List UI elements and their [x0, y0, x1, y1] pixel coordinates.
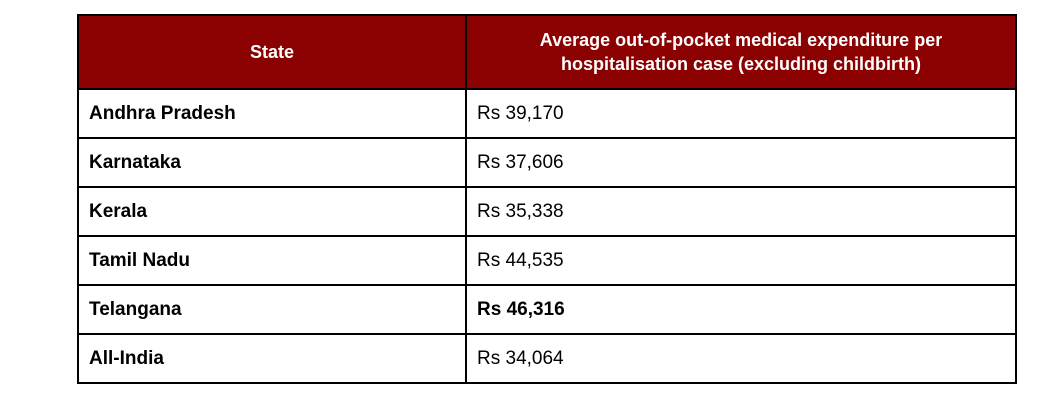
table-row: Tamil Nadu Rs 44,535 [77, 235, 1017, 286]
expenditure-cell: Rs 35,338 [465, 186, 1017, 237]
header-expenditure: Average out-of-pocket medical expenditur… [465, 14, 1017, 90]
state-cell: Telangana [77, 284, 467, 335]
expenditure-cell: Rs 37,606 [465, 137, 1017, 188]
expenditure-cell: Rs 34,064 [465, 333, 1017, 384]
expenditure-table: State Average out-of-pocket medical expe… [77, 14, 1017, 384]
state-cell: Andhra Pradesh [77, 88, 467, 139]
state-cell: Kerala [77, 186, 467, 237]
state-cell: All-India [77, 333, 467, 384]
state-cell: Tamil Nadu [77, 235, 467, 286]
table-row: Kerala Rs 35,338 [77, 186, 1017, 237]
header-state: State [77, 14, 467, 90]
expenditure-cell: Rs 44,535 [465, 235, 1017, 286]
table-row: All-India Rs 34,064 [77, 333, 1017, 384]
table-row: Telangana Rs 46,316 [77, 284, 1017, 335]
table-row: Karnataka Rs 37,606 [77, 137, 1017, 188]
expenditure-cell: Rs 39,170 [465, 88, 1017, 139]
state-cell: Karnataka [77, 137, 467, 188]
header-row: State Average out-of-pocket medical expe… [77, 14, 1017, 90]
table-row: Andhra Pradesh Rs 39,170 [77, 88, 1017, 139]
expenditure-cell: Rs 46,316 [465, 284, 1017, 335]
